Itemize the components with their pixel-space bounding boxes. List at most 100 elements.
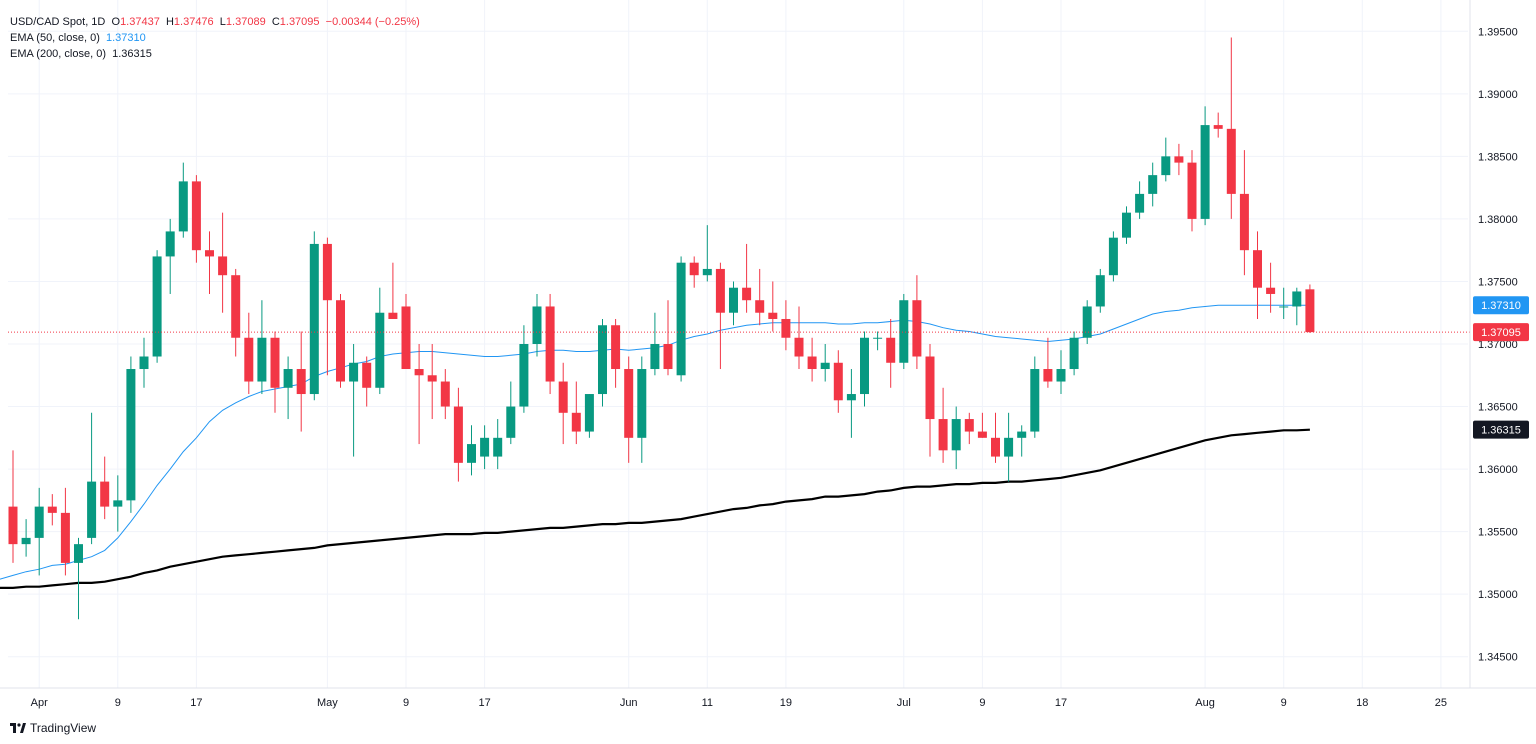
candle-body [846, 394, 856, 401]
x-tick-label: Jul [897, 697, 911, 709]
candle-body [349, 362, 359, 382]
candle-body [270, 337, 280, 388]
candle-body [1253, 250, 1262, 288]
legend-symbol: USD/CAD Spot, 1D [10, 16, 106, 28]
candle-body [231, 275, 241, 338]
candle-body [191, 181, 201, 251]
legend-ema200-row[interactable]: EMA (200, close, 0) 1.36315 [10, 46, 420, 62]
x-tick-label: May [317, 697, 338, 709]
candle-body [598, 325, 607, 395]
candle-body [1305, 289, 1315, 333]
candle-body [152, 256, 162, 357]
legend-high-label: H [165, 16, 174, 28]
candle-body [1148, 175, 1158, 194]
x-tick-label: Jun [620, 697, 638, 709]
candle-body [729, 287, 738, 313]
time-axis: Apr 9 17 May 9 17 Jun 11 19 Jul 9 17 Aug 9 18 25 [0, 687, 1536, 709]
legend-open-label: O [111, 16, 121, 28]
candle-body [1135, 193, 1145, 213]
y-tick-label: 1.38000 [1478, 214, 1518, 226]
candle-body [375, 312, 385, 388]
candle-body [480, 437, 490, 457]
ema50-badge-bg [1473, 296, 1529, 315]
y-tick-label: 1.39000 [1478, 89, 1518, 101]
candle-body [1226, 128, 1236, 194]
candle-body [637, 369, 647, 438]
candle-body [1017, 431, 1027, 438]
candle-body [414, 369, 424, 376]
candle-body [1266, 287, 1276, 294]
candle-body [1069, 337, 1079, 370]
ema200-line [0, 428, 1310, 589]
candle-body [453, 406, 463, 463]
y-tick-label: 1.36500 [1478, 402, 1518, 414]
tradingview-logo[interactable]: TradingView [10, 721, 96, 735]
price-badges: 1.37310 1.37095 1.36315 [1473, 296, 1529, 439]
ema200-badge-bg [1473, 420, 1529, 439]
candle-body [715, 268, 725, 313]
last-price-badge-text: 1.37095 [1481, 327, 1521, 339]
y-tick-label: 1.36000 [1478, 464, 1518, 476]
candle-body [244, 337, 254, 382]
x-tick-label: 17 [478, 697, 490, 709]
legend-close-label: C [271, 16, 280, 28]
legend-low-label: L [219, 16, 226, 28]
candle-body [1108, 237, 1118, 276]
x-tick-label: 9 [115, 697, 121, 709]
candle-body [1095, 275, 1105, 307]
candle-body [1187, 162, 1197, 219]
legend-ema50-row[interactable]: EMA (50, close, 0) 1.37310 [10, 30, 420, 46]
x-tick-label: 9 [979, 697, 985, 709]
candle-body [886, 337, 896, 363]
candle-body [1279, 306, 1289, 308]
y-tick-label: 1.34500 [1478, 652, 1518, 664]
candle-body [113, 500, 123, 507]
ema50-badge-text: 1.37310 [1481, 300, 1521, 312]
candle-body [742, 287, 752, 301]
x-tick-label: Aug [1195, 697, 1215, 709]
candle-body [663, 344, 673, 370]
x-tick-label: 9 [1281, 697, 1287, 709]
chart-grid [8, 0, 1468, 688]
candle-body [100, 481, 110, 507]
candle-body [1043, 369, 1053, 382]
candle-body [689, 262, 699, 276]
candle-body [676, 262, 686, 376]
candle-body [519, 344, 529, 407]
candle-body [1082, 306, 1092, 338]
candle-body [47, 506, 57, 513]
candle-body [977, 431, 987, 438]
candle-body [309, 243, 319, 395]
candle-body [925, 356, 935, 420]
candle-body [820, 362, 830, 370]
candle-body [650, 344, 660, 370]
candle-body [8, 506, 18, 545]
y-tick-label: 1.37500 [1478, 276, 1518, 288]
candle-body [322, 243, 332, 301]
candle-body [139, 356, 149, 370]
candle-body [336, 300, 345, 382]
candle-body [860, 337, 869, 395]
y-tick-label: 1.38500 [1478, 151, 1518, 163]
candle-body [624, 369, 634, 438]
candle-body [362, 362, 372, 388]
candle-body [60, 512, 70, 563]
tradingview-logo-icon [10, 723, 26, 733]
legend-ema200-value: 1.36315 [112, 48, 152, 60]
legend-close: 1.37095 [279, 16, 320, 28]
candle-body [755, 300, 765, 313]
x-tick-label: Apr [31, 697, 48, 709]
x-tick-label: 18 [1356, 697, 1368, 709]
candle-body [1004, 437, 1014, 457]
tradingview-logo-text: TradingView [30, 721, 97, 735]
candle-body [833, 362, 843, 401]
candle-body [126, 369, 136, 501]
candle-body [87, 481, 97, 538]
y-tick-label: 1.35500 [1478, 527, 1518, 539]
candle-body [506, 406, 516, 438]
y-tick-label: 1.35000 [1478, 589, 1518, 601]
candle-body [1213, 125, 1223, 129]
price-axis: 1.34500 1.35000 1.35500 1.36000 1.36500 1.370… [1469, 0, 1518, 688]
candle-body [873, 337, 883, 339]
